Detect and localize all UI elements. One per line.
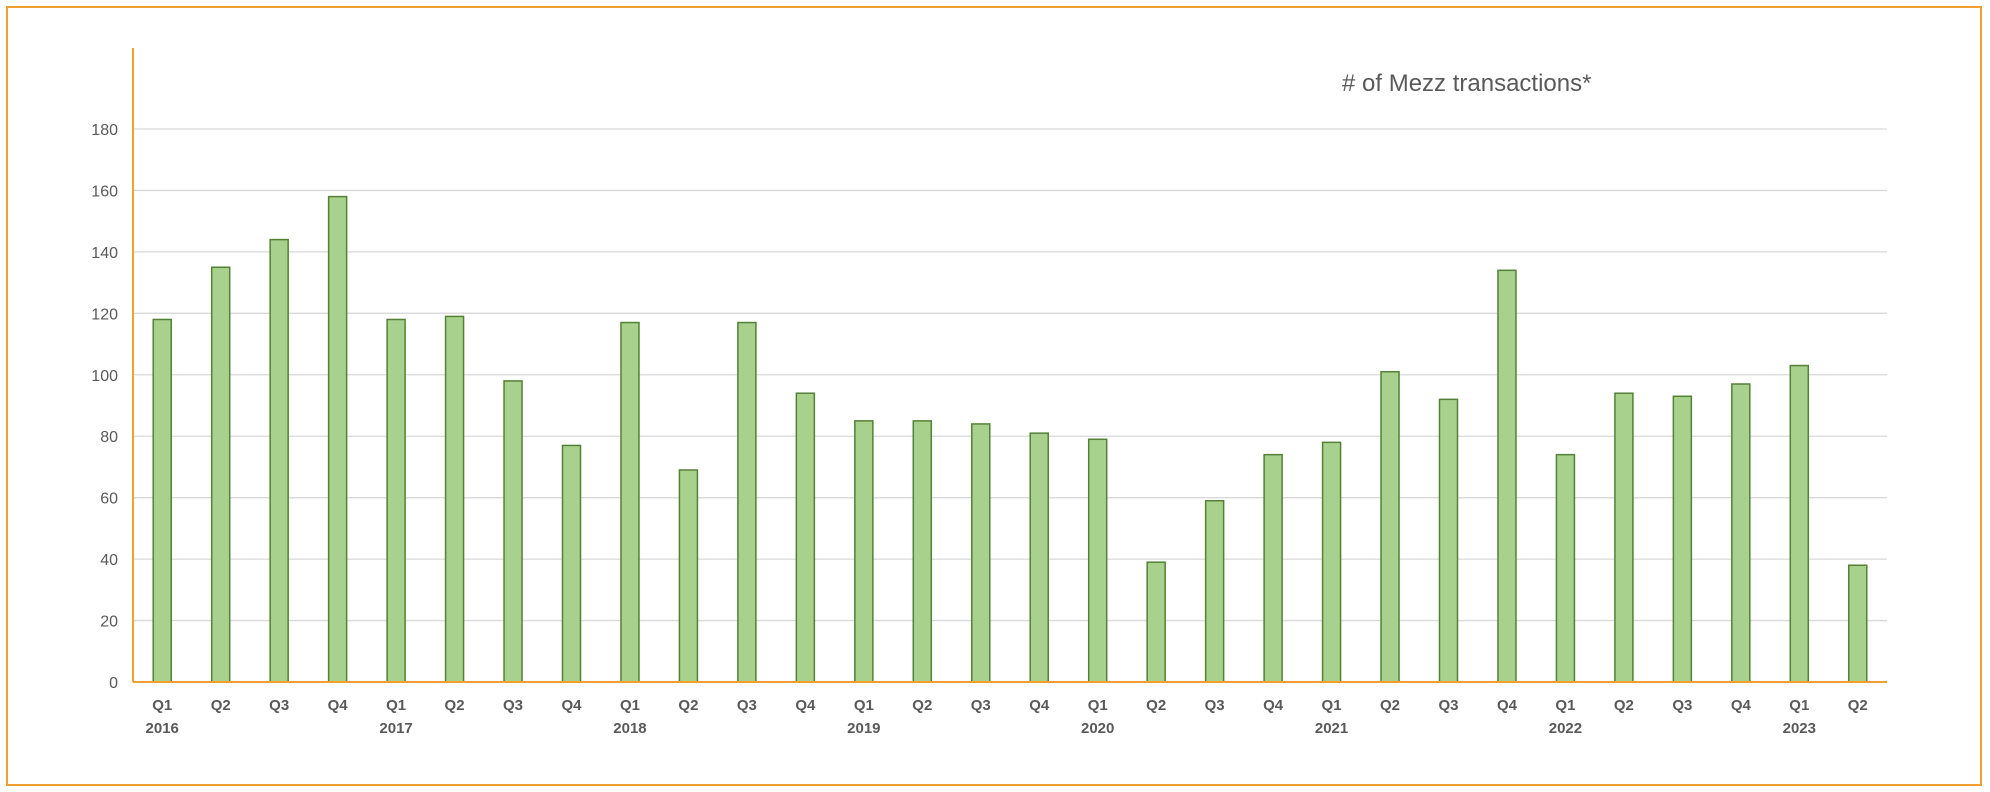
x-tick-label: Q1 — [152, 697, 172, 714]
x-tick-label: Q4 — [328, 697, 349, 714]
x-tick-label: Q4 — [1497, 697, 1518, 714]
bar — [1029, 432, 1049, 683]
y-tick-label: 80 — [100, 429, 118, 446]
bar — [678, 469, 699, 683]
y-tick-label: 0 — [109, 675, 118, 692]
y-tick-label: 160 — [91, 183, 118, 200]
bar — [152, 318, 172, 683]
x-tick-label: Q1 — [1322, 697, 1342, 714]
x-tick-label: Q4 — [795, 697, 816, 714]
y-tick-label: 180 — [91, 122, 118, 139]
bar — [1438, 398, 1459, 683]
x-year-label: 2017 — [379, 720, 412, 737]
y-tick-label: 120 — [91, 306, 118, 323]
bar — [561, 444, 582, 683]
bar — [1555, 453, 1576, 683]
y-axis-ticks: 0 20 40 60 80 100 120 140 160 180 — [91, 122, 118, 692]
x-tick-label: Q2 — [211, 697, 231, 714]
x-tick-label: Q1 — [1555, 697, 1575, 714]
x-tick-label: Q1 — [1088, 697, 1108, 714]
bar — [737, 321, 757, 683]
bar — [1321, 441, 1342, 683]
x-tick-label: Q2 — [912, 697, 932, 714]
bar — [1614, 392, 1634, 683]
y-tick-label: 60 — [100, 491, 118, 508]
bar — [1731, 383, 1751, 683]
bar — [854, 420, 874, 683]
x-tick-label: Q2 — [1848, 697, 1868, 714]
x-tick-label: Q1 — [386, 697, 406, 714]
bar — [1672, 395, 1693, 683]
x-tick-label: Q1 — [854, 697, 874, 714]
x-year-label: 2019 — [847, 720, 880, 737]
bar — [1146, 561, 1166, 683]
x-year-label: 2023 — [1783, 720, 1816, 737]
y-tick-label: 140 — [91, 245, 118, 262]
x-year-label: 2020 — [1081, 720, 1114, 737]
x-tick-label: Q3 — [971, 697, 991, 714]
x-tick-label: Q2 — [1614, 697, 1634, 714]
bar — [620, 321, 640, 683]
x-tick-label: Q3 — [1205, 697, 1225, 714]
axes — [132, 48, 1887, 683]
bar — [386, 318, 406, 683]
bar — [971, 423, 991, 683]
x-tick-label: Q3 — [737, 697, 757, 714]
x-year-label: 2021 — [1315, 720, 1348, 737]
x-tick-label: Q4 — [561, 697, 582, 714]
bar — [269, 238, 289, 683]
y-tick-label: 40 — [100, 552, 118, 569]
bar — [1087, 438, 1108, 683]
bar — [912, 420, 933, 683]
x-year-label: 2016 — [146, 720, 179, 737]
bar — [1789, 364, 1810, 683]
y-tick-label: 20 — [100, 614, 118, 631]
grid-lines — [133, 128, 1887, 622]
x-tick-label: Q3 — [1672, 697, 1692, 714]
bar — [1263, 453, 1283, 683]
x-tick-label: Q4 — [1029, 697, 1050, 714]
bar — [210, 266, 231, 683]
x-axis-labels: Q1 Q2 Q3 Q4 Q1 Q2 Q3 Q4 Q1 Q2 Q3 Q4 Q1 Q2 Q3 Q4 Q1 Q2 Q3 Q4… — [146, 697, 1868, 737]
bar — [1497, 269, 1517, 683]
x-tick-label: Q3 — [269, 697, 289, 714]
x-tick-label: Q2 — [1146, 697, 1166, 714]
bars — [152, 195, 1868, 683]
bar — [795, 392, 816, 683]
bar — [503, 380, 523, 683]
bar — [444, 315, 465, 683]
x-tick-label: Q4 — [1263, 697, 1284, 714]
chart-title: # of Mezz transactions* — [1342, 70, 1591, 97]
x-tick-label: Q2 — [445, 697, 465, 714]
bar — [1380, 370, 1400, 683]
bar — [327, 195, 348, 683]
bar — [1848, 564, 1868, 683]
y-tick-label: 100 — [91, 368, 118, 385]
x-tick-label: Q1 — [1789, 697, 1809, 714]
x-tick-label: Q2 — [1380, 697, 1400, 714]
x-tick-label: Q3 — [1438, 697, 1458, 714]
bar — [1204, 499, 1225, 683]
x-year-label: 2018 — [613, 720, 646, 737]
x-tick-label: Q2 — [678, 697, 698, 714]
x-tick-label: Q1 — [620, 697, 640, 714]
x-tick-label: Q3 — [503, 697, 523, 714]
x-tick-label: Q4 — [1731, 697, 1752, 714]
x-year-label: 2022 — [1549, 720, 1582, 737]
